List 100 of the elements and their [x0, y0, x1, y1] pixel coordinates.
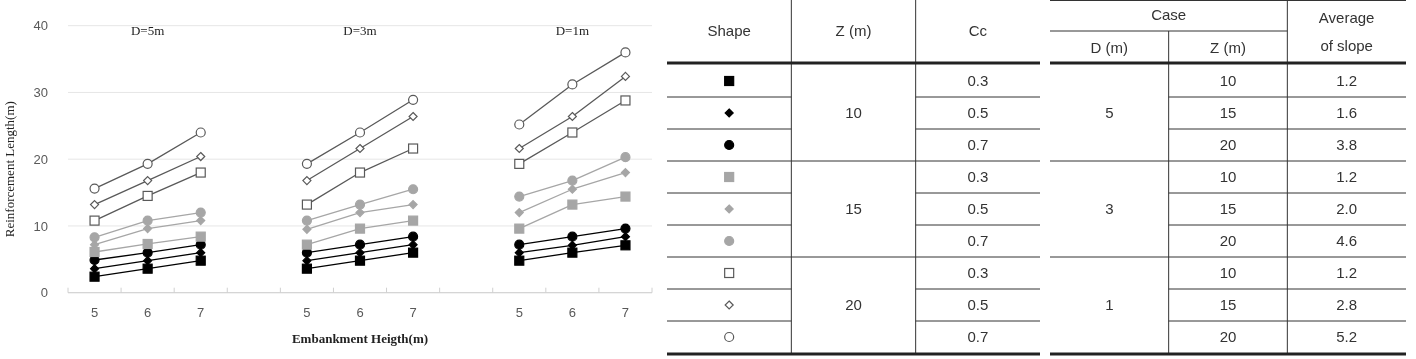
point: [407, 143, 419, 154]
point: [89, 232, 100, 243]
text: 0.3: [967, 72, 989, 90]
annotation: D=5m: [130, 23, 165, 38]
point: [567, 184, 577, 194]
text: 15: [845, 200, 862, 218]
point: [89, 199, 100, 210]
point: [196, 216, 206, 226]
point: [142, 263, 153, 274]
point: [408, 111, 418, 122]
point: [407, 94, 419, 105]
category-label: Average of slope: [1318, 9, 1375, 55]
text: 1.6: [1336, 104, 1358, 122]
point: [301, 239, 313, 250]
x-tick-label: 7: [197, 305, 205, 321]
point: [354, 223, 366, 234]
text: 2.8: [1336, 296, 1358, 314]
point: [89, 271, 100, 282]
y-tick-label: 20: [33, 151, 48, 167]
y-tick-label: 30: [33, 85, 48, 100]
point: [514, 119, 525, 130]
point: [355, 143, 365, 154]
x-tick-label: 6: [144, 305, 152, 321]
point: [514, 248, 524, 258]
y-tick-label: 10: [33, 218, 48, 234]
x-tick-label: 5: [515, 305, 523, 321]
point: [354, 255, 366, 266]
point: [514, 239, 525, 250]
point: [514, 223, 525, 234]
point: [620, 191, 631, 202]
point: [195, 127, 206, 138]
point: [301, 263, 313, 274]
point: [355, 208, 365, 218]
text: 0.5: [967, 296, 989, 314]
point: [514, 158, 525, 169]
point: [620, 240, 631, 251]
point: [620, 95, 631, 106]
text: 0.5: [967, 200, 989, 218]
text: 3: [1105, 200, 1114, 218]
x-tick-label: 6: [356, 305, 364, 321]
text: 2.0: [1336, 200, 1358, 218]
category-label: Shape: [707, 22, 751, 40]
text: 20: [1219, 328, 1237, 346]
text: 0.5: [967, 104, 989, 122]
x-axis-title: Embankment Heigth(m): [291, 331, 429, 346]
point: [143, 175, 153, 186]
text: 5.2: [1336, 328, 1358, 346]
point: [567, 231, 578, 242]
text: 1.2: [1336, 264, 1358, 282]
text: 0.3: [967, 168, 989, 186]
x-tick-label: 5: [303, 305, 311, 321]
point: [408, 199, 418, 210]
point: [407, 247, 419, 258]
point: [302, 224, 312, 234]
point: [567, 240, 577, 250]
point: [620, 47, 631, 58]
text: 0.7: [967, 328, 989, 346]
point: [514, 143, 524, 154]
point: [354, 199, 366, 210]
y-axis-title: Reinforcement Length(m): [2, 101, 17, 238]
point: [407, 231, 419, 242]
point: [620, 167, 631, 178]
point: [407, 184, 419, 195]
x-tick-label: 6: [568, 305, 576, 321]
point: [196, 151, 206, 162]
y-tick-label: 40: [33, 18, 48, 34]
annotation: D=1m: [555, 23, 590, 38]
x-tick-label: 7: [621, 305, 630, 321]
text: 5: [1105, 104, 1114, 122]
point: [567, 127, 578, 138]
point: [567, 79, 578, 90]
point: [567, 175, 578, 186]
text: 20: [1219, 232, 1237, 250]
point: [354, 127, 366, 138]
point: [142, 215, 153, 226]
text: 15: [1219, 200, 1237, 218]
text: 1.2: [1336, 168, 1358, 186]
text: 1.2: [1336, 72, 1358, 90]
category-label: D (m): [1090, 39, 1129, 57]
point: [514, 208, 524, 218]
text: 0.7: [967, 136, 989, 154]
text: 20: [1219, 136, 1237, 154]
point: [355, 248, 365, 258]
point: [142, 238, 153, 250]
y-tick-label: 0: [40, 285, 48, 301]
point: [89, 264, 100, 274]
point: [195, 207, 206, 218]
text: 10: [1219, 264, 1237, 282]
point: [354, 239, 366, 250]
text: Case: [1151, 6, 1187, 24]
point: [142, 158, 153, 169]
point: [567, 111, 577, 122]
point: [514, 255, 525, 266]
text: 15: [1219, 296, 1237, 314]
text: 1: [1105, 296, 1114, 314]
point: [514, 191, 525, 202]
point: [567, 199, 578, 210]
x-tick-label: 7: [409, 305, 417, 321]
text: 10: [1219, 72, 1237, 90]
point: [567, 247, 578, 258]
